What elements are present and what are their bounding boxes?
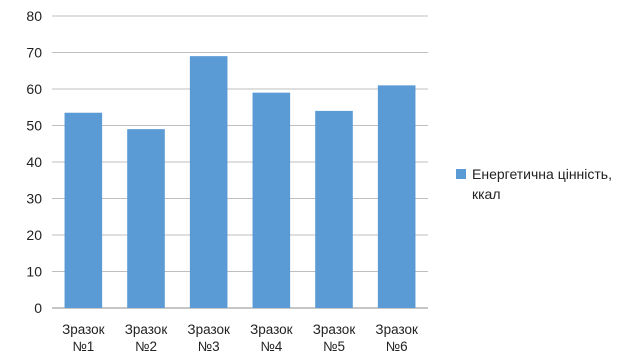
bar: [377, 85, 416, 308]
bars: [64, 56, 416, 309]
x-category-label: Зразок: [187, 322, 230, 337]
bar: [189, 56, 228, 309]
y-axis-ticks: 0 10 20 30 40 50 60 70 80: [26, 8, 42, 316]
x-category-label: Зразок: [375, 322, 418, 337]
x-axis-labels: Зразок №1 Зразок №2 Зразок №3 Зразок №4 Зразок №5…: [62, 322, 418, 353]
y-tick-label: 20: [26, 227, 42, 243]
bar: [252, 92, 291, 309]
x-category-label: №3: [198, 339, 220, 353]
legend-swatch: [456, 169, 466, 179]
y-tick-label: 50: [26, 118, 42, 134]
bar: [127, 129, 165, 308]
x-category-label: Зразок: [125, 322, 168, 337]
y-tick-label: 80: [26, 8, 42, 24]
gridlines: [52, 15, 428, 309]
y-tick-label: 10: [26, 264, 42, 280]
x-category-label: Зразок: [62, 322, 105, 337]
y-tick-label: 70: [26, 45, 42, 61]
x-category-label: №5: [323, 339, 345, 353]
y-tick-label: 40: [26, 154, 42, 170]
legend: Енергетична цінність, ккал: [456, 166, 612, 202]
y-tick-label: 30: [26, 191, 42, 207]
x-category-label: Зразок: [313, 322, 356, 337]
y-tick-label: 60: [26, 81, 42, 97]
bar: [64, 112, 103, 308]
x-category-label: Зразок: [250, 322, 293, 337]
legend-label: ккал: [472, 186, 501, 202]
legend-label: Енергетична цінність,: [472, 166, 612, 182]
x-category-label: №6: [386, 339, 408, 353]
x-category-label: №4: [260, 339, 282, 353]
x-category-label: №2: [135, 339, 157, 353]
y-tick-label: 0: [34, 300, 42, 316]
bar: [315, 110, 353, 309]
x-category-label: №1: [72, 339, 94, 353]
